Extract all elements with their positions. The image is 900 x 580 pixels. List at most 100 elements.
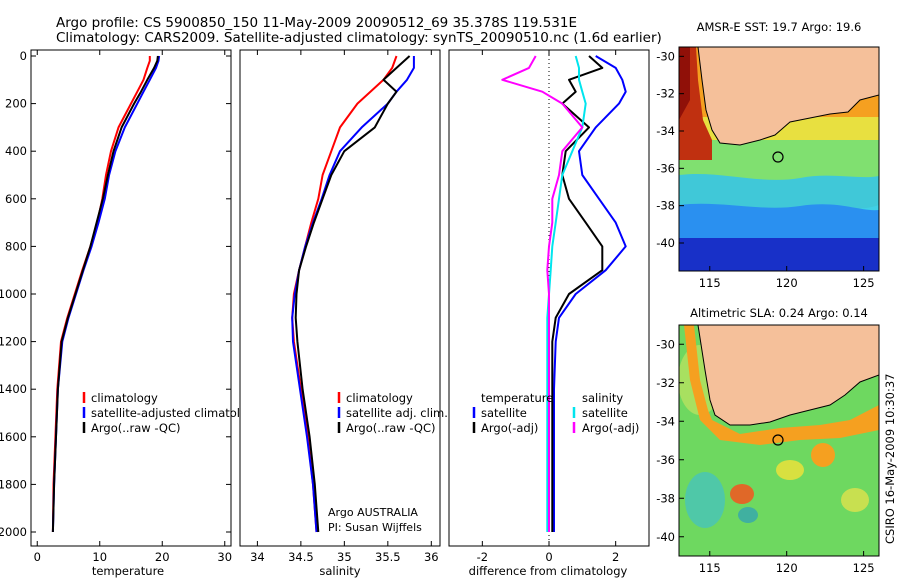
difference-lines [501, 55, 627, 532]
sla-blob-teal [738, 507, 758, 523]
sst-band-blue [679, 203, 879, 244]
difference-panel: -2 0 2 difference from climatology tempera… [448, 49, 650, 578]
map-y-tick-label: -40 [656, 530, 675, 544]
y-tick-label: 1400 [0, 382, 27, 396]
x-tick-label: 20 [155, 550, 170, 564]
x-tick-label: 34.5 [288, 550, 314, 564]
temperature-ticks: 0 10 20 30 [34, 50, 232, 564]
y-tick-label: 200 [5, 97, 27, 111]
y-tick-label: 2000 [0, 525, 27, 539]
sst-map-ticks: 115 120 125 -30 -32 -34 -36 -38 -40 [656, 49, 874, 290]
legend-label-climatology: climatology [346, 391, 413, 405]
sla-shelf-band [684, 325, 879, 445]
annotation-argo-australia: Argo AUSTRALIA [328, 506, 418, 519]
y-tick-label: 800 [5, 239, 27, 253]
map-y-tick-label: -36 [656, 161, 675, 175]
series-line-temperature-argo-adj- [551, 55, 604, 532]
y-tick-label: 1200 [0, 335, 27, 349]
map-y-tick-label: -32 [656, 376, 675, 390]
map-y-tick-label: -36 [656, 453, 675, 467]
sla-argo-marker [772, 434, 784, 446]
y-tick-label: 1000 [0, 287, 27, 301]
temperature-xlabel: temperature [92, 564, 164, 578]
sst-map-frame [678, 46, 880, 272]
x-tick-label: -2 [477, 550, 488, 564]
x-tick-label: 0 [545, 550, 552, 564]
sla-blob-orange [730, 484, 754, 504]
sla-blob-lime [841, 488, 869, 512]
salinity-legend: climatology satellite adj. clim. Argo(..… [337, 391, 448, 435]
sla-blob-yellow-2 [776, 460, 804, 480]
annotation-pi: PI: Susan Wijffels [328, 521, 422, 534]
legend-label-satellite: satellite-adjusted climatology [91, 406, 261, 420]
x-tick-label: 35.5 [375, 550, 401, 564]
series-line-salinity-satellite [546, 55, 587, 532]
difference-ticks: -2 0 2 [477, 50, 619, 564]
map-y-tick-label: -34 [656, 414, 675, 428]
map-x-tick-label: 125 [853, 561, 875, 575]
legend-label-climatology: climatology [91, 391, 158, 405]
x-tick-label: 35 [337, 550, 352, 564]
map-y-tick-label: -38 [656, 491, 675, 505]
series-line-salinity-argo-adj- [501, 55, 584, 532]
y-tick-label: 400 [5, 144, 27, 158]
x-tick-label: 30 [217, 550, 232, 564]
sla-map: Altimetric SLA: 0.24 Argo: 0.14 115 120 12… [656, 306, 880, 575]
legend-label-satellite: satellite adj. clim. [346, 406, 448, 420]
sla-blob-cyan [685, 472, 725, 528]
legend-label-temp-argo: Argo(-adj) [481, 421, 538, 435]
legend-label-argo: Argo(..raw -QC) [91, 421, 181, 435]
sst-map: AMSR-E SST: 19.7 Argo: 19.6 115 120 125 -30… [656, 20, 880, 290]
header-line-2: Climatology: CARS2009. Satellite-adjuste… [56, 30, 662, 46]
map-x-tick-label: 115 [699, 561, 721, 575]
sla-land [697, 325, 879, 426]
map-y-tick-label: -34 [656, 124, 675, 138]
temperature-lines [51, 55, 161, 533]
difference-legend: temperature salinity satellite Argo(-adj… [472, 391, 639, 435]
sst-map-title: AMSR-E SST: 19.7 Argo: 19.6 [697, 20, 862, 34]
map-x-tick-label: 115 [699, 276, 721, 290]
legend-header-temperature: temperature [481, 391, 553, 405]
x-tick-label: 2 [612, 550, 619, 564]
salinity-ticks: 34 34.5 35 35.5 36 [250, 50, 439, 564]
series-line-argo-raw-qc- [51, 55, 159, 533]
y-tick-label: 600 [5, 192, 27, 206]
salinity-xlabel: salinity [319, 564, 360, 578]
temperature-panel: 0 200 400 600 800 1000 1200 1400 1600 1800 2000 0 1… [0, 49, 261, 578]
map-y-tick-label: -40 [656, 236, 675, 250]
map-x-tick-label: 120 [776, 276, 798, 290]
sst-argo-marker [772, 151, 784, 163]
sst-band-cyan [679, 173, 879, 215]
map-y-tick-label: -32 [656, 87, 675, 101]
map-y-tick-label: -30 [656, 49, 675, 63]
series-line-temperature-satellite [553, 55, 627, 532]
header-line-1: Argo profile: CS 5900850_150 11-May-2009… [56, 15, 577, 31]
x-tick-label: 34 [250, 550, 265, 564]
depth-ticks: 0 200 400 600 800 1000 1200 1400 1600 1800 2000 [0, 49, 231, 539]
x-tick-label: 0 [34, 550, 41, 564]
legend-label-temp-satellite: satellite [481, 406, 527, 420]
y-tick-label: 1600 [0, 430, 27, 444]
map-y-tick-label: -38 [656, 199, 675, 213]
salinity-lines [291, 55, 415, 533]
sst-warm-core [679, 47, 690, 120]
legend-label-sal-argo: Argo(-adj) [582, 421, 639, 435]
legend-header-salinity: salinity [582, 391, 623, 405]
sla-map-ticks: 115 120 125 -30 -32 -34 -36 -38 -40 [656, 337, 874, 575]
x-tick-label: 10 [92, 550, 107, 564]
sst-land [697, 47, 879, 146]
footer-timestamp: CSIRO 16-May-2009 10:30:37 [883, 374, 897, 545]
sla-blob-yellow [811, 443, 835, 467]
temperature-legend: climatology satellite-adjusted climatolo… [82, 391, 261, 435]
salinity-axes [239, 49, 441, 547]
salinity-panel: 34 34.5 35 35.5 36 salinity climatology sate… [239, 49, 448, 578]
legend-label-sal-satellite: satellite [582, 406, 628, 420]
sla-map-field [679, 325, 879, 556]
series-line-argo-raw-qc- [294, 55, 411, 533]
sst-map-field [679, 47, 879, 271]
map-y-tick-label: -30 [656, 337, 675, 351]
y-tick-label: 0 [20, 49, 27, 63]
legend-label-argo: Argo(..raw -QC) [346, 421, 436, 435]
sla-map-title: Altimetric SLA: 0.24 Argo: 0.14 [690, 306, 868, 320]
